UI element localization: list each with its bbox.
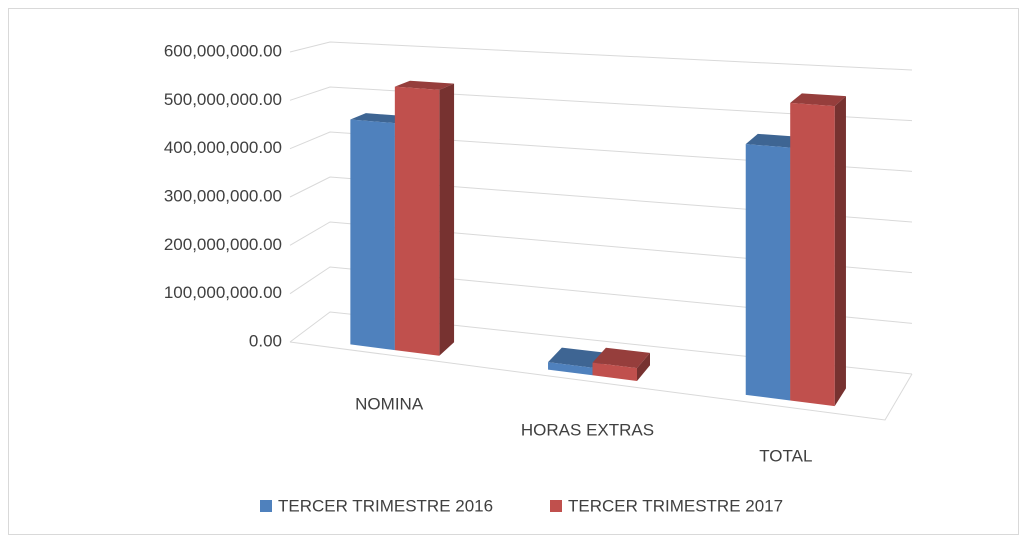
grid-line (289, 41, 913, 71)
bar (592, 347, 651, 381)
grid-line (289, 266, 913, 324)
grid-line (289, 86, 913, 122)
x-tick-label: HORAS EXTRAS (521, 420, 654, 439)
bar-front (394, 86, 440, 356)
legend-swatch (550, 500, 562, 512)
y-tick-label: 0.00 (249, 331, 282, 350)
x-tick-label: NOMINA (355, 394, 424, 413)
bar-top (790, 93, 846, 107)
legend-label: TERCER TRIMESTRE 2017 (568, 496, 783, 515)
y-tick-label: 300,000,000.00 (164, 186, 282, 205)
y-tick-label: 500,000,000.00 (164, 90, 282, 109)
bar-side (439, 83, 455, 356)
bar-front (745, 144, 791, 401)
y-tick-label: 200,000,000.00 (164, 235, 282, 254)
bar-top (394, 80, 455, 90)
bar-side (637, 352, 651, 381)
legend-swatch (260, 500, 272, 512)
x-tick-label: TOTAL (759, 446, 812, 465)
bar-top (745, 133, 802, 148)
bar-top (592, 347, 651, 369)
grid-line (289, 311, 913, 375)
chart-border (8, 8, 1019, 535)
bar (394, 80, 455, 356)
bar (790, 93, 846, 407)
floor-edge (289, 341, 913, 421)
bar-front (592, 362, 638, 381)
grid-line (289, 131, 913, 172)
grid-line (289, 176, 913, 223)
grid-line (289, 221, 913, 274)
bar-front (350, 119, 395, 351)
bar-front (790, 102, 835, 407)
bar-side (834, 96, 846, 407)
bar-top (548, 347, 606, 368)
y-tick-label: 100,000,000.00 (164, 283, 282, 302)
y-tick-label: 600,000,000.00 (164, 41, 282, 60)
legend-label: TERCER TRIMESTRE 2016 (278, 496, 493, 515)
y-tick-label: 400,000,000.00 (164, 138, 282, 157)
bar-front (548, 362, 593, 376)
